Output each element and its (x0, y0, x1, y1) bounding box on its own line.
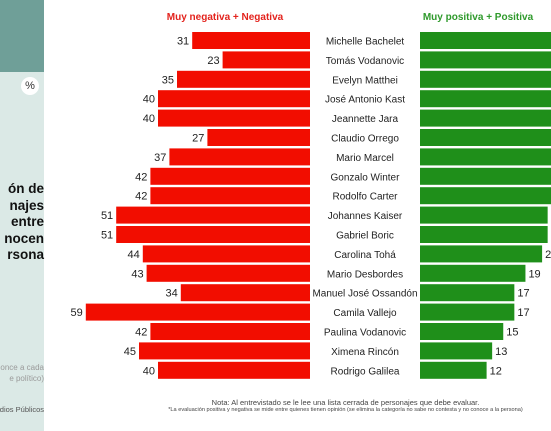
negative-bar (158, 361, 310, 379)
negative-value-label: 51 (101, 230, 113, 242)
positive-bar (420, 361, 487, 379)
sidebar-title-line: najes (9, 197, 44, 213)
sidebar-title: ón de najes entre nocen rsona (4, 181, 44, 264)
positive-bar (420, 245, 543, 263)
negative-value-label: 31 (177, 36, 189, 48)
positive-bar (420, 32, 551, 49)
negative-value-label: 51 (101, 210, 113, 222)
positive-value-label: 22 (545, 249, 551, 261)
negative-bar (116, 206, 310, 224)
category-label: Michelle Bachelet (326, 37, 405, 48)
positive-bar (420, 303, 515, 321)
negative-bar (146, 264, 310, 282)
negative-value-label: 42 (135, 171, 147, 183)
negative-value-label: 42 (135, 327, 147, 339)
positive-bar (420, 70, 551, 88)
positive-bar (420, 284, 515, 302)
positive-bar (420, 129, 551, 146)
negative-bar (192, 32, 310, 49)
sidebar-header-band (0, 0, 44, 72)
category-label: Carolina Tohá (334, 250, 396, 261)
category-label: Johannes Kaiser (328, 211, 403, 222)
category-label: Gabriel Boric (336, 231, 394, 242)
negative-bar (150, 187, 310, 205)
category-label: Mario Marcel (336, 153, 394, 164)
sidebar: % (0, 0, 44, 431)
negative-value-label: 42 (135, 191, 147, 203)
negative-value-label: 59 (71, 307, 83, 319)
positive-value-label: 13 (495, 346, 507, 358)
category-label: Tomás Vodanovic (326, 56, 404, 67)
negative-bar (222, 51, 310, 69)
positive-bar (420, 264, 526, 282)
negative-bar (85, 303, 310, 321)
negative-bar (177, 70, 310, 88)
sidebar-title-line: ón de (8, 181, 44, 196)
negative-value-label: 35 (162, 74, 174, 86)
category-label: Camila Vallejo (333, 308, 397, 319)
negative-value-label: 27 (192, 133, 204, 145)
negative-value-label: 40 (143, 365, 155, 377)
negative-value-label: 40 (143, 94, 155, 106)
category-label: Rodrigo Galilea (331, 366, 400, 377)
category-label: Paulina Vodanovic (324, 328, 406, 339)
positive-series-header: Muy positiva + Positiva (422, 12, 534, 23)
negative-bar (180, 284, 310, 302)
category-label: Evelyn Matthei (332, 75, 398, 86)
sidebar-note-line: once a cada (0, 363, 44, 372)
negative-series-header: Muy negativa + Negativa (166, 12, 284, 23)
sidebar-title-line: nocen (4, 230, 44, 246)
positive-bar (420, 109, 551, 127)
sidebar-note: once a cada e político) (0, 362, 44, 384)
category-label: Ximena Rincón (331, 347, 399, 358)
negative-bar (116, 226, 310, 243)
positive-bar (420, 167, 551, 185)
category-label: Claudio Orrego (331, 134, 399, 145)
negative-bar (150, 323, 310, 340)
negative-value-label: 44 (128, 249, 140, 261)
category-label: José Antonio Kast (325, 95, 405, 106)
positive-bar (420, 206, 548, 224)
chart-note-line: *La evaluación positiva y negativa se mi… (168, 407, 523, 413)
positive-value-label: 17 (517, 288, 529, 300)
positive-bar (420, 226, 548, 243)
category-label: Manuel José Ossandón (312, 289, 417, 300)
negative-value-label: 40 (143, 113, 155, 125)
negative-value-label: 43 (131, 268, 143, 280)
negative-bar (169, 148, 310, 166)
positive-value-label: 19 (528, 268, 540, 280)
percent-badge: % (21, 77, 39, 95)
negative-bar (207, 129, 310, 146)
category-label: Jeannette Jara (332, 114, 399, 125)
positive-bar (420, 148, 551, 166)
negative-value-label: 34 (166, 288, 178, 300)
negative-value-label: 23 (207, 55, 219, 67)
positive-bar (420, 51, 551, 69)
positive-value-label: 12 (490, 365, 502, 377)
negative-value-label: 45 (124, 346, 136, 358)
category-label: Mario Desbordes (327, 269, 403, 280)
negative-bar (158, 109, 310, 127)
negative-bar (142, 245, 310, 263)
sidebar-title-line: entre (10, 214, 44, 229)
chart-note-line: Nota: Al entrevistado se le lee una list… (211, 398, 480, 407)
sidebar-note-line: e político) (9, 374, 44, 383)
positive-bar (420, 323, 504, 340)
positive-bar (420, 90, 551, 108)
negative-value-label: 37 (154, 152, 166, 164)
positive-bar (420, 187, 551, 205)
negative-bar (139, 342, 310, 360)
positive-value-label: 17 (517, 307, 529, 319)
negative-bar (150, 167, 310, 185)
positive-value-label: 15 (506, 327, 518, 339)
category-label: Gonzalo Winter (331, 172, 401, 183)
sidebar-title-line: rsona (7, 247, 44, 262)
source-label: dios Públicos (0, 405, 44, 414)
category-label: Rodolfo Carter (332, 192, 398, 203)
positive-bar (420, 342, 493, 360)
negative-bar (158, 90, 310, 108)
chart-note: Nota: Al entrevistado se le lee una list… (140, 398, 551, 413)
